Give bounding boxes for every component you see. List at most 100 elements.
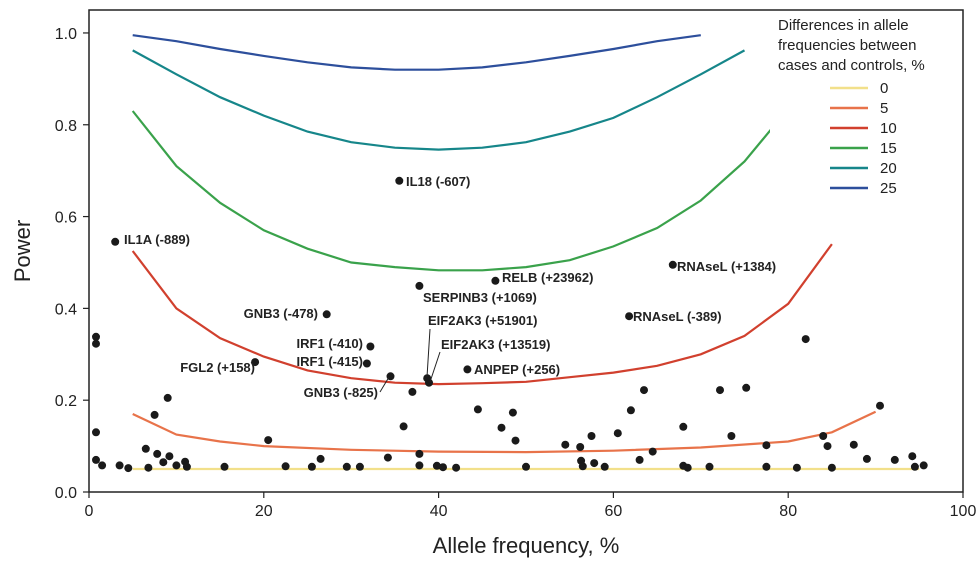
data-point — [919, 461, 928, 470]
data-point — [823, 442, 832, 451]
data-point — [511, 436, 520, 445]
data-point — [762, 462, 771, 471]
legend-entry-label: 0 — [880, 80, 888, 97]
data-point — [626, 406, 635, 415]
legend: Differences in allele frequencies betwee… — [770, 12, 960, 212]
data-point — [115, 461, 124, 470]
data-point — [92, 455, 100, 464]
data-point — [399, 422, 408, 431]
data-point — [849, 440, 858, 449]
data-point — [473, 405, 482, 414]
data-point — [415, 449, 424, 458]
y-tick-label: 0.6 — [55, 210, 77, 227]
x-tick-label: 100 — [950, 503, 976, 520]
data-point — [679, 422, 688, 431]
legend-background — [770, 12, 960, 212]
data-point — [792, 463, 801, 472]
data-point — [578, 462, 587, 471]
legend-entry-label: 20 — [880, 160, 897, 177]
data-point — [439, 463, 447, 472]
point-label: RNAseL (-389) — [633, 309, 722, 324]
data-point — [625, 312, 634, 321]
point-label: ANPEP (+256) — [474, 362, 560, 377]
data-point — [683, 463, 692, 472]
data-point — [425, 378, 433, 387]
data-point — [92, 428, 100, 437]
data-point — [452, 463, 461, 472]
y-tick-label: 0.2 — [55, 393, 77, 410]
x-tick-label: 60 — [605, 503, 623, 520]
data-point — [491, 276, 500, 285]
data-point — [508, 408, 517, 417]
data-point — [163, 393, 172, 402]
data-point — [890, 455, 899, 464]
point-label: IRF1 (-415) — [297, 354, 363, 369]
data-point — [716, 386, 724, 395]
data-point — [415, 461, 424, 470]
legend-entry-label: 5 — [880, 100, 888, 117]
data-point — [316, 454, 325, 463]
data-point — [876, 401, 884, 410]
power-curve-15 — [131, 107, 790, 272]
data-point — [141, 444, 150, 453]
data-point — [159, 458, 168, 467]
data-point — [395, 176, 404, 185]
data-point — [307, 462, 316, 471]
power-curve-5 — [132, 410, 877, 454]
data-point — [415, 281, 424, 290]
data-point — [587, 432, 596, 440]
point-label: EIF2AK3 (+51901) — [428, 313, 537, 328]
data-point — [908, 452, 917, 461]
data-point — [153, 449, 162, 458]
data-points — [92, 176, 928, 473]
data-point — [182, 462, 191, 471]
data-point — [668, 260, 677, 269]
data-point — [362, 359, 371, 368]
data-point — [281, 462, 290, 471]
x-tick-label: 40 — [430, 503, 448, 520]
x-axis-title: Allele frequency, % — [433, 533, 620, 558]
data-point — [220, 462, 229, 471]
point-label: FGL2 (+158) — [180, 360, 255, 375]
point-labels: IL1A (-889) IL18 (-607) RELB (+23962) SERPI… — [124, 174, 776, 400]
data-point — [635, 455, 644, 464]
data-point — [590, 459, 599, 468]
data-point — [150, 410, 159, 419]
data-point — [322, 310, 331, 319]
data-point — [383, 453, 392, 462]
legend-entry-label: 25 — [880, 180, 897, 197]
y-tick-label: 0.8 — [55, 118, 77, 135]
power-curve-10 — [131, 243, 833, 386]
x-tick-label: 20 — [255, 503, 273, 520]
data-point — [762, 441, 771, 450]
data-point — [124, 464, 133, 473]
leader-line — [379, 376, 390, 393]
y-tick-label: 0.4 — [55, 301, 77, 318]
point-label: GNB3 (-478) — [244, 306, 318, 321]
point-label: IRF1 (-410) — [297, 336, 363, 351]
y-tick-label: 0.0 — [55, 485, 77, 502]
data-point — [355, 462, 364, 471]
data-point — [98, 461, 107, 470]
data-point — [432, 461, 441, 470]
point-label: IL18 (-607) — [406, 174, 470, 189]
data-point — [576, 443, 585, 451]
point-label: GNB3 (-825) — [304, 385, 378, 400]
x-axis: 0 20 40 60 80 100 — [85, 492, 976, 520]
data-point — [408, 387, 417, 396]
y-axis: 0.0 0.2 0.4 0.6 0.8 1.0 — [55, 26, 89, 502]
power-curves — [131, 34, 920, 471]
legend-title-line: frequencies between — [778, 37, 916, 54]
data-point — [172, 461, 181, 470]
power-curve-25 — [132, 34, 701, 71]
data-point — [264, 436, 273, 445]
legend-title-line: cases and controls, % — [778, 57, 925, 74]
x-tick-label: 0 — [85, 503, 94, 520]
data-point — [463, 365, 472, 374]
data-point — [144, 463, 153, 472]
point-label: SERPINB3 (+1069) — [423, 290, 537, 305]
point-label: EIF2AK3 (+13519) — [441, 337, 550, 352]
point-label: RNAseL (+1384) — [677, 259, 776, 274]
data-point — [251, 358, 260, 367]
